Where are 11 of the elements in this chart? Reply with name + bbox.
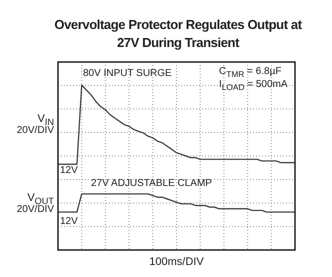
annotation: 12V bbox=[60, 165, 78, 177]
text: 80V INPUT SURGE bbox=[83, 68, 172, 80]
annotation: 27V ADJUSTABLE CLAMP bbox=[91, 178, 212, 190]
text: V$_{IN}$ bbox=[38, 113, 54, 128]
text: C$_{TMR}$ = 6.8µF bbox=[219, 66, 282, 80]
annotation: 12V bbox=[60, 216, 78, 228]
y2-axis-title: 20V/DIV bbox=[16, 204, 54, 216]
y-axis-title: 20V/DIV bbox=[16, 125, 54, 137]
chart-title: Overvoltage Protector Regulates Output at 27V During Transient bbox=[53, 16, 303, 52]
annotation: I$_{LOAD}$ = 500mA bbox=[219, 79, 288, 93]
x-axis-title: 100ms/DIV bbox=[148, 256, 205, 268]
